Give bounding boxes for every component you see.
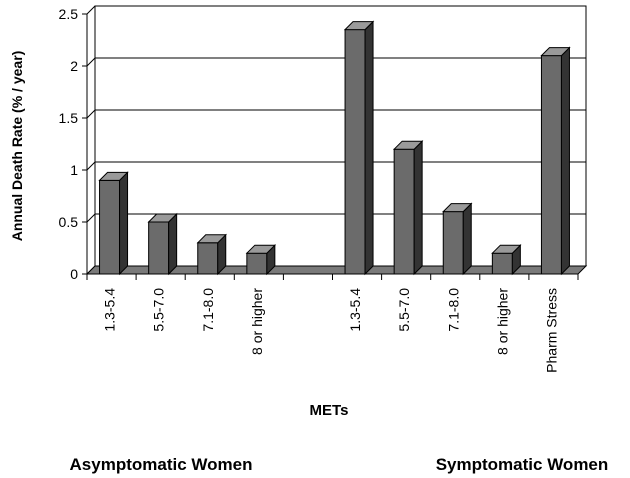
gridline-side xyxy=(86,109,96,119)
bar xyxy=(196,233,227,276)
bar-top xyxy=(98,171,129,181)
bar-front xyxy=(491,252,513,275)
x-tick-label: 7.1-8.0 xyxy=(445,288,461,332)
bar-front xyxy=(197,242,219,275)
bars xyxy=(98,20,571,276)
bar xyxy=(491,243,522,276)
bar-front xyxy=(344,29,366,275)
bar-top xyxy=(442,203,473,213)
bar xyxy=(442,202,473,276)
bar-top xyxy=(392,140,424,150)
y-tick-label: 0.5 xyxy=(59,214,79,230)
gridline-side xyxy=(86,57,96,67)
x-tick-label: 5.5-7.0 xyxy=(396,288,412,332)
bar xyxy=(392,139,424,276)
bar-side xyxy=(364,20,374,276)
x-tick-label: 8 or higher xyxy=(494,288,510,355)
group-label-symptomatic: Symptomatic Women xyxy=(436,455,609,474)
bar-top xyxy=(147,213,178,223)
y-axis: 0 0.5 1 1.5 2 2.5 xyxy=(59,6,88,282)
bar-side xyxy=(168,212,178,276)
x-tick-label: 1.3-5.4 xyxy=(347,288,363,332)
y-tick-label: 2.5 xyxy=(59,6,79,22)
bar-front xyxy=(540,55,562,275)
bar-front xyxy=(246,252,268,275)
bar-side xyxy=(462,202,472,276)
y-tick-label: 2 xyxy=(70,58,78,74)
bar xyxy=(98,171,129,276)
x-axis-label: METs xyxy=(310,402,349,419)
bar xyxy=(245,243,277,276)
bar xyxy=(343,20,375,276)
bar xyxy=(147,212,178,276)
bar-front xyxy=(99,179,121,275)
bar-front xyxy=(442,211,464,275)
x-tick-label: 5.5-7.0 xyxy=(151,288,167,332)
gridline-side xyxy=(86,5,96,15)
x-tick-label: 8 or higher xyxy=(249,288,265,355)
y-axis-label: Annual Death Rate (% / year) xyxy=(9,51,25,242)
y-tick-label: 0 xyxy=(70,266,78,282)
x-tick-label: Pharm Stress xyxy=(543,288,559,373)
bar-side xyxy=(119,171,129,276)
gridline-side xyxy=(86,161,96,171)
bar-top xyxy=(343,21,375,31)
gridline-side xyxy=(86,213,96,223)
bar-top xyxy=(245,244,277,254)
bar-top xyxy=(196,234,227,244)
y-tick-label: 1.5 xyxy=(59,110,79,126)
bar-front xyxy=(148,221,170,275)
x-tick-label: 1.3-5.4 xyxy=(102,288,118,332)
bar-front xyxy=(393,148,415,275)
bar-side xyxy=(413,139,423,276)
bar-side xyxy=(560,46,570,276)
bar-top xyxy=(540,47,571,57)
bar-top xyxy=(491,244,522,254)
bar xyxy=(540,46,571,276)
group-label-asymptomatic: Asymptomatic Women xyxy=(70,455,253,474)
x-tick-label: 7.1-8.0 xyxy=(200,288,216,332)
x-axis-tick-labels: 1.3-5.4 5.5-7.0 7.1-8.0 8 or higher 1.3-5.4 5… xyxy=(86,274,579,373)
y-tick-label: 1 xyxy=(70,162,78,178)
